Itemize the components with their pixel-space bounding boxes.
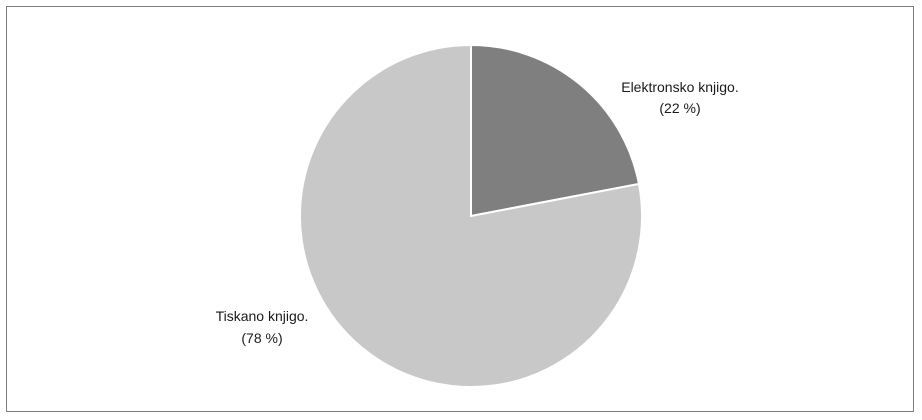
pie-slices	[299, 43, 643, 388]
pie-labels: Elektronsko knjigo. (22 %) Tiskano knjig…	[216, 79, 739, 346]
slice-value-printed: (78 %)	[241, 330, 282, 346]
slice-label-printed: Tiskano knjigo.	[216, 308, 309, 324]
pie-slice-electronic	[470, 43, 641, 218]
pie-slice-printed	[299, 43, 643, 388]
slice-label-electronic: Elektronsko knjigo.	[621, 79, 739, 95]
slice-value-electronic: (22 %)	[659, 100, 700, 116]
